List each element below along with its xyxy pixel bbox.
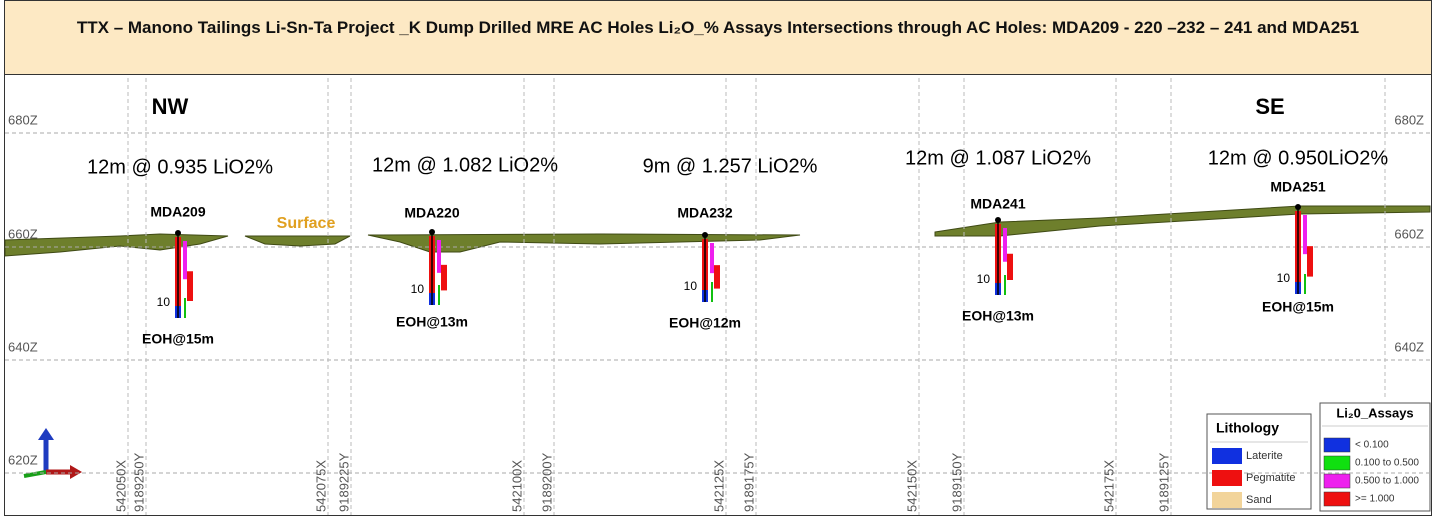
intercept-label: 12m @ 0.950LiO2% [1208,147,1389,169]
assay-very-high [1007,253,1013,280]
axis-x-head [70,465,82,479]
assay-very-high [187,271,193,301]
elevation-label: 620Z [8,452,38,467]
elevation-label: 640Z [8,339,38,354]
hole-name: MDA241 [970,196,1025,212]
depth-label: 10 [411,282,425,296]
elevation-label: 680Z [8,112,38,127]
surface-segment [4,233,229,257]
legend-swatch [1323,437,1351,453]
assay-very-high [714,265,720,289]
collar [175,230,181,236]
coordinate-label: 9189125Y [1156,452,1171,512]
title: TTX – Manono Tailings Li-Sn-Ta Project _… [4,0,1432,75]
collar [995,217,1001,223]
collar [429,229,435,235]
legend-title: Lithology [1216,420,1279,436]
assay-high [437,240,441,273]
intercept-label: 9m @ 1.257 LiO2% [643,155,818,177]
surface-segment [244,235,351,247]
elevation-label: 680Z [1394,112,1424,127]
assay-very-high [1307,246,1313,277]
coordinate-label: 542075X [313,460,328,512]
elevation-label: 660Z [8,226,38,241]
legend-swatch [1323,473,1351,489]
intercept-label: 12m @ 0.935 LiO2% [87,156,273,178]
legend-item: 0.500 to 1.000 [1355,476,1419,487]
depth-label: 10 [157,295,171,309]
eoh-label: EOH@15m [1262,299,1334,315]
eoh-label: EOH@13m [962,308,1034,324]
collar [1295,204,1301,210]
collar [702,232,708,238]
coordinate-label: 542125X [711,460,726,512]
legend-item: 0.100 to 0.500 [1355,458,1419,469]
coordinate-label: 9189175Y [741,452,756,512]
legend-item: >= 1.000 [1355,494,1395,505]
surface-label: Surface [277,215,336,232]
assay-very-high [441,264,447,291]
eoh-label: EOH@15m [142,331,214,347]
intercept-label: 12m @ 1.087 LiO2% [905,147,1091,169]
intercept-label: 12m @ 1.082 LiO2% [372,154,558,176]
hole-name: MDA209 [150,204,205,220]
legend-swatch [1212,492,1242,508]
hole-name: MDA220 [404,205,459,221]
coordinate-label: 542175X [1101,460,1116,512]
elevation-label: 640Z [1394,339,1424,354]
assay-high [1303,215,1307,255]
assay-high [1003,228,1007,262]
legend-swatch [1323,455,1351,471]
coordinate-label: 9189150Y [949,452,964,512]
assay-high [710,243,714,274]
elevation-label: 660Z [1394,226,1424,241]
legend-item: < 0.100 [1355,440,1389,451]
coordinate-label: 9189225Y [336,452,351,512]
legend-swatch [1323,491,1351,507]
legend-item: Laterite [1246,450,1283,462]
legend-item: Sand [1246,494,1272,506]
coordinate-label: 542100X [509,460,524,512]
coordinate-label: 9189200Y [539,452,554,512]
legend-swatch [1212,448,1242,464]
axis-z-head [38,428,54,440]
depth-label: 10 [684,279,698,293]
depth-label: 10 [1277,271,1291,285]
legend-title: Li₂0_Assays [1336,405,1413,420]
direction-label: SE [1255,94,1284,119]
eoh-label: EOH@13m [396,314,468,330]
legend-swatch [1212,470,1242,486]
legend-item: Pegmatite [1246,472,1296,484]
depth-label: 10 [977,272,991,286]
eoh-label: EOH@12m [669,315,741,331]
hole-name: MDA251 [1270,179,1325,195]
direction-label: NW [152,94,189,119]
hole-name: MDA232 [677,205,732,221]
surface [4,205,1431,257]
coordinate-label: 542150X [904,460,919,512]
coordinate-label: 542050X [113,460,128,512]
assay-high [183,241,187,280]
coordinate-label: 9189250Y [131,452,146,512]
